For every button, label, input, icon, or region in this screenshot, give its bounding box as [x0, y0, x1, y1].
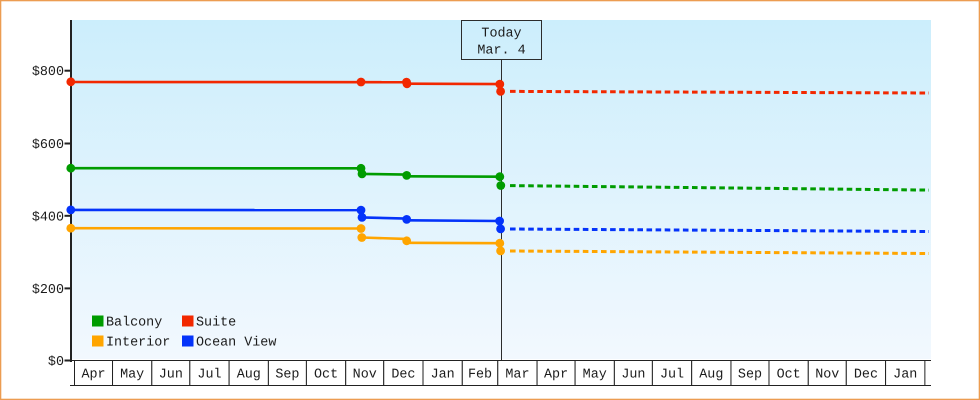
svg-text:Jul: Jul: [197, 368, 221, 383]
svg-text:Jan: Jan: [431, 368, 455, 383]
svg-text:Ocean View: Ocean View: [196, 336, 276, 351]
svg-text:Sep: Sep: [275, 368, 299, 383]
svg-text:Nov: Nov: [815, 368, 839, 383]
svg-text:Dec: Dec: [391, 368, 415, 383]
svg-text:Jun: Jun: [621, 368, 645, 383]
svg-text:$0: $0: [48, 355, 64, 370]
svg-text:$600: $600: [32, 138, 64, 153]
svg-text:Oct: Oct: [777, 368, 801, 383]
svg-text:Nov: Nov: [353, 368, 377, 383]
svg-text:Jan: Jan: [893, 368, 917, 383]
svg-text:Interior: Interior: [106, 336, 170, 351]
svg-text:Aug: Aug: [699, 368, 723, 383]
svg-text:May: May: [583, 368, 607, 383]
svg-text:Feb: Feb: [468, 368, 492, 383]
svg-text:Jul: Jul: [660, 368, 684, 383]
svg-text:Aug: Aug: [237, 368, 261, 383]
svg-text:May: May: [120, 368, 144, 383]
svg-text:Balcony: Balcony: [106, 316, 162, 331]
svg-text:Oct: Oct: [314, 368, 338, 383]
svg-text:Apr: Apr: [544, 368, 568, 383]
svg-text:Mar: Mar: [505, 368, 529, 383]
svg-text:Mar. 4: Mar. 4: [477, 44, 525, 59]
svg-text:Jun: Jun: [159, 368, 183, 383]
svg-text:Today: Today: [481, 27, 521, 42]
svg-text:Sep: Sep: [738, 368, 762, 383]
svg-text:Suite: Suite: [196, 316, 236, 331]
svg-text:$800: $800: [32, 65, 64, 80]
svg-text:Dec: Dec: [854, 368, 878, 383]
svg-text:$400: $400: [32, 210, 64, 225]
svg-text:Apr: Apr: [81, 368, 105, 383]
svg-text:$200: $200: [32, 283, 64, 298]
